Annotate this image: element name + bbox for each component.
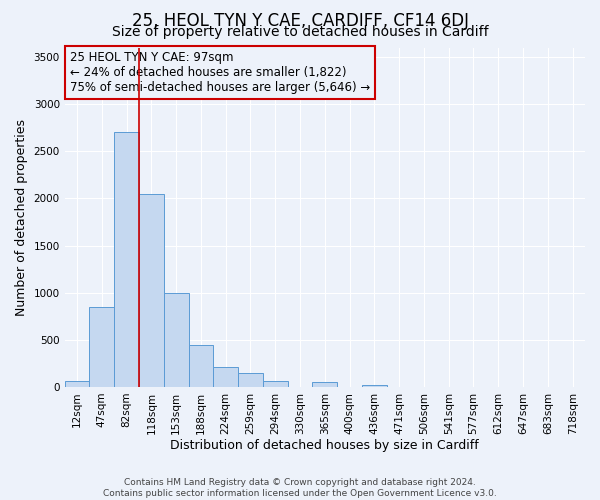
Bar [238,373,263,387]
Bar [114,132,139,387]
Bar [188,344,214,387]
Bar [139,194,164,387]
Text: 25 HEOL TYN Y CAE: 97sqm
← 24% of detached houses are smaller (1,822)
75% of sem: 25 HEOL TYN Y CAE: 97sqm ← 24% of detach… [70,51,370,94]
X-axis label: Distribution of detached houses by size in Cardiff: Distribution of detached houses by size … [170,440,479,452]
Bar [89,307,114,387]
Text: Size of property relative to detached houses in Cardiff: Size of property relative to detached ho… [112,25,488,39]
Bar [263,382,287,387]
Bar [313,382,337,387]
Text: Contains HM Land Registry data © Crown copyright and database right 2024.
Contai: Contains HM Land Registry data © Crown c… [103,478,497,498]
Bar [362,384,387,387]
Bar [65,382,89,387]
Text: 25, HEOL TYN Y CAE, CARDIFF, CF14 6DJ: 25, HEOL TYN Y CAE, CARDIFF, CF14 6DJ [131,12,469,30]
Bar [164,292,188,387]
Y-axis label: Number of detached properties: Number of detached properties [15,118,28,316]
Bar [214,367,238,387]
